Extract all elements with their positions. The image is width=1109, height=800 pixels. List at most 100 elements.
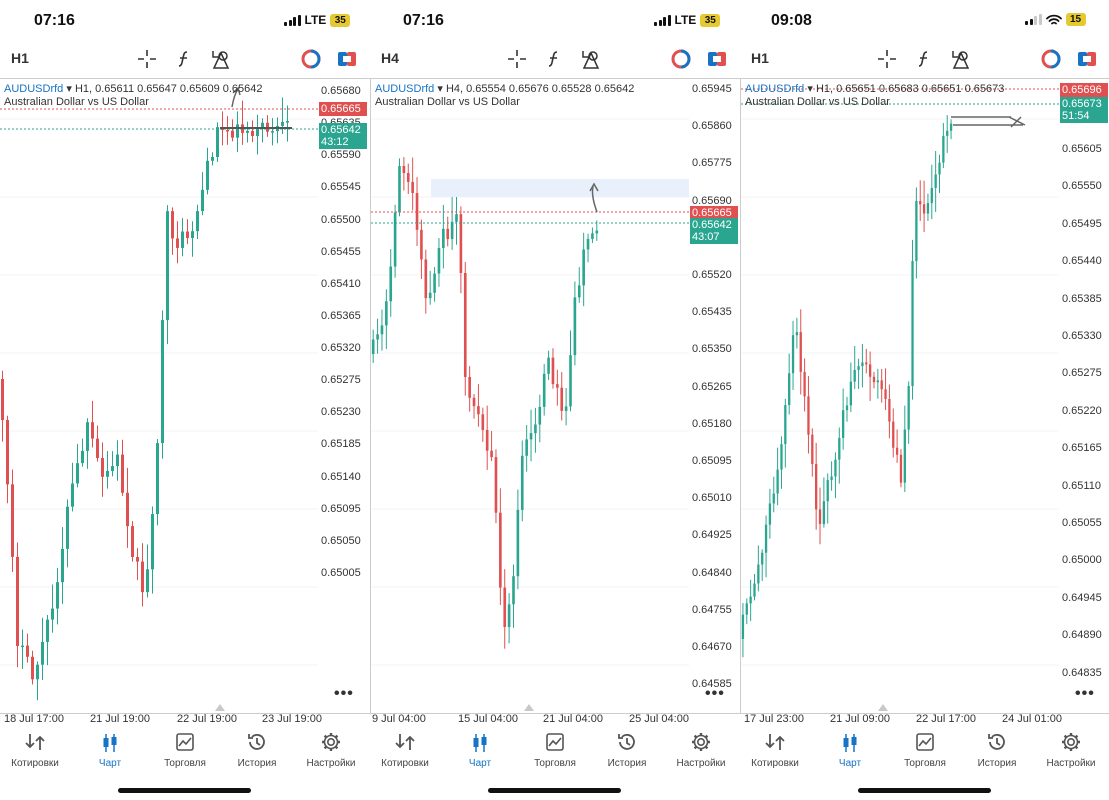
trade-circle-icon[interactable]	[670, 48, 692, 70]
time-label: 21 Jul 04:00	[543, 713, 603, 725]
one-click-trade-icon[interactable]	[706, 48, 728, 70]
one-click-trade-icon[interactable]	[336, 48, 358, 70]
candle	[538, 394, 542, 443]
candle	[420, 219, 423, 280]
trade-chart-icon	[916, 733, 934, 751]
candle	[216, 122, 219, 162]
candle	[520, 440, 524, 522]
price-label: 0.65520	[692, 269, 732, 281]
chart-menu-button[interactable]: •••	[1075, 685, 1095, 702]
candle	[211, 152, 214, 166]
candle	[888, 384, 891, 439]
candlestick-icon	[843, 734, 857, 752]
battery-icon: 35	[700, 13, 721, 27]
indicators-icon[interactable]	[543, 48, 565, 70]
nav-item-history[interactable]: История	[592, 730, 662, 769]
candle	[911, 239, 914, 400]
nav-item-trade[interactable]: Торговля	[890, 730, 960, 769]
crosshair-icon[interactable]	[506, 48, 528, 70]
candle	[907, 381, 910, 444]
nav-item-history[interactable]: История	[962, 730, 1032, 769]
price-label: 0.65005	[321, 566, 361, 579]
chart-toolbar: H4	[370, 44, 740, 74]
nav-label: Чарт	[838, 758, 862, 769]
candle	[861, 344, 864, 388]
price-label: 0.64670	[692, 641, 732, 653]
objects-icon[interactable]	[210, 48, 232, 70]
candle	[577, 267, 581, 303]
candle	[477, 384, 480, 427]
symbol-description: Australian Dollar vs US Dollar	[4, 96, 149, 108]
time-label: 21 Jul 19:00	[90, 713, 150, 725]
nav-item-chart[interactable]: Чарт	[445, 730, 515, 769]
nav-item-quotes[interactable]: Котировки	[370, 730, 440, 769]
candle	[849, 362, 853, 412]
nav-item-trade[interactable]: Торговля	[150, 730, 220, 769]
timeframe-button[interactable]: H4	[381, 50, 399, 66]
candle	[838, 427, 841, 484]
timeframe-button[interactable]: H1	[11, 50, 29, 66]
chart-menu-button[interactable]: •••	[334, 685, 354, 702]
candle	[376, 318, 379, 354]
candle	[569, 330, 572, 412]
nav-item-settings[interactable]: Настройки	[666, 730, 736, 769]
symbol-label[interactable]: AUDUSDrfd	[745, 83, 805, 95]
candle	[799, 309, 802, 395]
candle	[884, 368, 887, 411]
candle	[512, 564, 515, 628]
bid-price-tag: 0.65673 51:54	[1060, 97, 1108, 123]
chart-toolbar: H1	[0, 44, 370, 74]
candle	[490, 430, 493, 462]
candle	[398, 158, 401, 217]
bar-countdown: 51:54	[1062, 110, 1090, 122]
candle	[389, 249, 393, 317]
trade-circle-icon[interactable]	[1040, 48, 1062, 70]
price-chart[interactable]: AUDUSDrfd ▾ H1, 0.65651 0.65683 0.65651 …	[740, 78, 1109, 714]
nav-item-quotes[interactable]: Котировки	[0, 730, 70, 769]
candle	[525, 425, 528, 472]
objects-icon[interactable]	[950, 48, 972, 70]
candle	[402, 157, 406, 191]
candle	[582, 232, 585, 307]
chart-panel-2: 07:16 LTE 35 H4 AUDUSDrfd ▾ H4, 0.65554 …	[370, 0, 740, 800]
symbol-label[interactable]: AUDUSDrfd	[375, 83, 435, 95]
indicators-icon[interactable]	[173, 48, 195, 70]
candle	[371, 329, 375, 363]
crosshair-icon[interactable]	[876, 48, 898, 70]
symbol-label[interactable]: AUDUSDrfd	[4, 83, 64, 95]
price-label: 0.65690	[692, 194, 732, 207]
candle	[503, 569, 507, 649]
tag-value: 0.65673	[1062, 98, 1102, 110]
nav-item-chart[interactable]: Чарт	[75, 730, 145, 769]
objects-icon[interactable]	[580, 48, 602, 70]
timeframe-button[interactable]: H1	[751, 50, 769, 66]
nav-item-settings[interactable]: Настройки	[296, 730, 366, 769]
nav-item-chart[interactable]: Чарт	[815, 730, 885, 769]
candle	[757, 545, 760, 592]
chart-menu-button[interactable]: •••	[705, 685, 725, 702]
candle	[201, 172, 204, 216]
price-label: 0.65165	[1062, 442, 1102, 455]
candle	[66, 499, 69, 568]
candle	[141, 543, 144, 607]
indicators-icon[interactable]	[913, 48, 935, 70]
nav-item-history[interactable]: История	[222, 730, 292, 769]
nav-item-settings[interactable]: Настройки	[1036, 730, 1106, 769]
nav-item-quotes[interactable]: Котировки	[740, 730, 810, 769]
candle	[126, 467, 129, 548]
price-label: 0.64890	[1062, 629, 1102, 642]
time-label: 21 Jul 09:00	[830, 713, 890, 725]
trade-circle-icon[interactable]	[300, 48, 322, 70]
price-chart[interactable]: AUDUSDrfd ▾ H4, 0.65554 0.65676 0.65528 …	[370, 78, 740, 714]
price-chart[interactable]: AUDUSDrfd ▾ H1, 0.65611 0.65647 0.65609 …	[0, 78, 370, 714]
candle	[753, 573, 756, 601]
crosshair-icon[interactable]	[136, 48, 158, 70]
price-label: 0.65435	[692, 306, 732, 319]
candle	[51, 584, 54, 633]
status-time: 07:16	[34, 12, 75, 29]
candle	[161, 310, 164, 459]
price-label: 0.65410	[321, 277, 361, 290]
time-label: 22 Jul 17:00	[916, 713, 976, 725]
nav-item-trade[interactable]: Торговля	[520, 730, 590, 769]
one-click-trade-icon[interactable]	[1076, 48, 1098, 70]
